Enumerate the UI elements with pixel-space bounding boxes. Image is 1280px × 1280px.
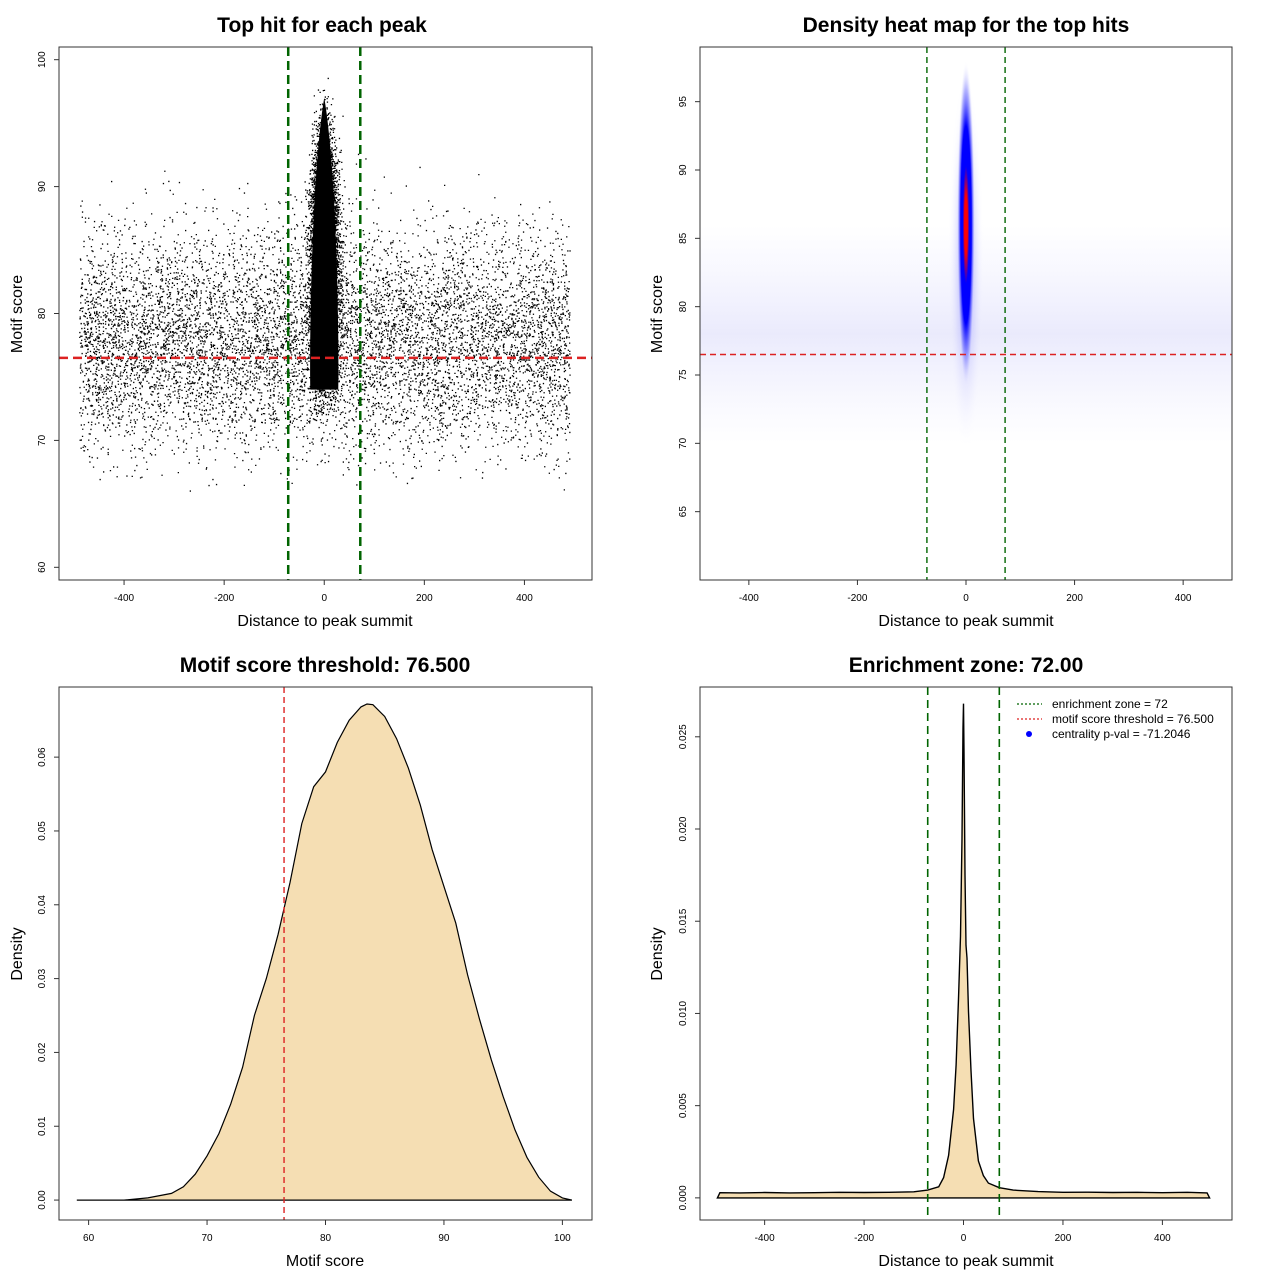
scatter-x-tick-label: 200	[416, 593, 433, 604]
score-density-y-tick-label: 0.03	[37, 968, 48, 988]
score-density-x-tick-label: 70	[201, 1233, 213, 1244]
score-density-y-tick-label: 0.06	[37, 747, 48, 767]
scatter-y-tick-label: 70	[37, 434, 48, 446]
distance-density-panel: Enrichment zone: 72.00 -400 -200 0 200 400 0…	[649, 654, 1233, 1270]
scatter-y-tick-label: 80	[37, 308, 48, 320]
heatmap-x-tick-label: -200	[847, 593, 867, 604]
scatter-x-axis-label: Distance to peak summit	[237, 613, 413, 630]
scatter-y-tick-label: 90	[37, 181, 48, 193]
distance-density-y-tick-label: 0.020	[678, 816, 689, 841]
distance-density-area	[716, 703, 1211, 1199]
heatmap-x-tick-label: 400	[1175, 593, 1192, 604]
heatmap-y-tick-label: 70	[678, 437, 689, 449]
scatter-y-axis-label: Motif score	[9, 275, 26, 353]
distance-density-x-axis-label: Distance to peak summit	[878, 1253, 1054, 1270]
legend-pval-label: centrality p-val = -71.2046	[1052, 727, 1191, 741]
distance-density-y-tick-label: 0.025	[678, 724, 689, 749]
distance-density-y-tick-label: 0.015	[678, 908, 689, 933]
scatter-title: Top hit for each peak	[217, 14, 427, 37]
heatmap-y-tick-label: 85	[678, 232, 689, 244]
score-density-x-tick-label: 100	[554, 1233, 571, 1244]
heatmap-x-axis-label: Distance to peak summit	[878, 613, 1054, 630]
heatmap-x-tick-label: -400	[739, 593, 759, 604]
distance-density-y-axis-label: Density	[649, 927, 666, 980]
heatmap-y-tick-label: 80	[678, 301, 689, 313]
scatter-x-tick-label: 0	[321, 593, 327, 604]
score-density-y-tick-label: 0.01	[37, 1116, 48, 1136]
heatmap-y-tick-label: 90	[678, 164, 689, 176]
score-density-x-axis-label: Motif score	[286, 1253, 364, 1270]
distance-density-x-tick-label: 400	[1154, 1233, 1171, 1244]
distance-density-x-tick-label: 200	[1055, 1233, 1072, 1244]
distance-density-y-tick-label: 0.000	[678, 1185, 689, 1210]
heatmap-panel: Density heat map for the top hits	[649, 14, 1233, 630]
distance-density-y-tick-label: 0.005	[678, 1093, 689, 1118]
scatter-y-tick-label: 100	[37, 51, 48, 68]
scatter-points	[79, 77, 571, 492]
distance-density-title: Enrichment zone: 72.00	[849, 654, 1084, 677]
heatmap-y-tick-label: 75	[678, 369, 689, 381]
scatter-dense-core	[310, 97, 339, 390]
distance-density-legend: enrichment zone = 72 motif score thresho…	[1017, 697, 1214, 741]
heatmap-y-axis-label: Motif score	[649, 275, 666, 353]
heatmap-hotspot	[957, 60, 975, 390]
legend-zone-label: enrichment zone = 72	[1052, 697, 1168, 711]
scatter-x-tick-label: 400	[516, 593, 533, 604]
score-density-y-tick-label: 0.00	[37, 1190, 48, 1210]
heatmap-y-tick-label: 65	[678, 506, 689, 518]
score-density-panel: Motif score threshold: 76.500 60 70 80 90 10…	[9, 654, 593, 1270]
distance-density-x-tick-label: -200	[854, 1233, 874, 1244]
score-density-y-tick-label: 0.04	[37, 895, 48, 915]
heatmap-x-tick-label: 200	[1066, 593, 1083, 604]
score-density-y-tick-label: 0.02	[37, 1042, 48, 1062]
heatmap-x-tick-label: 0	[963, 593, 969, 604]
distance-density-y-tick-label: 0.010	[678, 1000, 689, 1025]
scatter-y-tick-label: 60	[37, 561, 48, 573]
score-density-x-tick-label: 80	[320, 1233, 332, 1244]
score-density-y-axis-label: Density	[9, 927, 26, 980]
legend-pval-marker	[1026, 731, 1032, 737]
score-density-x-tick-label: 60	[83, 1233, 95, 1244]
scatter-panel: Top hit for each peak -400 -200 0 200 400 60…	[9, 14, 593, 630]
distance-density-x-tick-label: 0	[961, 1233, 967, 1244]
score-density-title: Motif score threshold: 76.500	[180, 654, 471, 677]
score-density-area	[76, 703, 573, 1201]
scatter-x-tick-label: -200	[214, 593, 234, 604]
heatmap-y-tick-label: 95	[678, 96, 689, 108]
scatter-x-tick-label: -400	[114, 593, 134, 604]
score-density-y-tick-label: 0.05	[37, 821, 48, 841]
heatmap-title: Density heat map for the top hits	[803, 14, 1130, 37]
score-density-x-tick-label: 90	[438, 1233, 450, 1244]
legend-threshold-label: motif score threshold = 76.500	[1052, 712, 1214, 726]
distance-density-x-tick-label: -400	[755, 1233, 775, 1244]
